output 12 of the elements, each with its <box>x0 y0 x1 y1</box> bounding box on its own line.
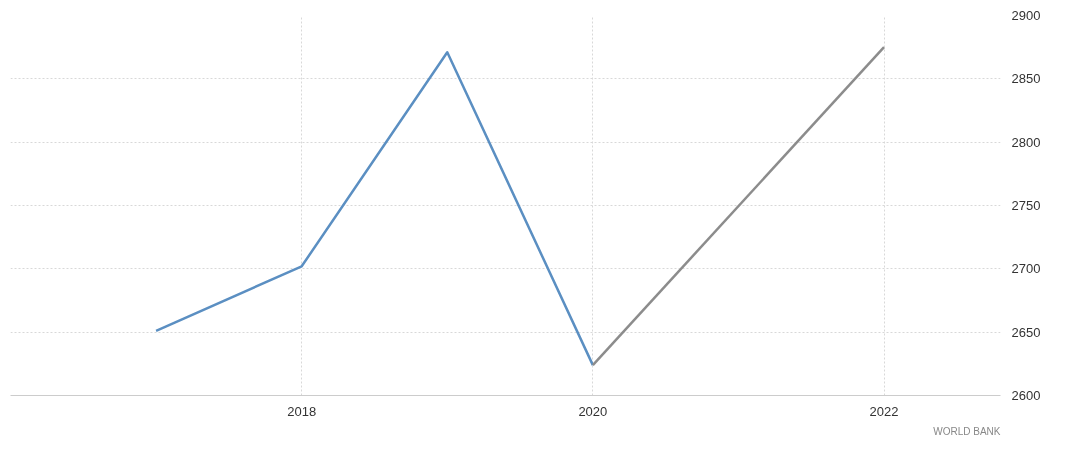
y-tick-label: 2650 <box>1011 324 1041 340</box>
x-tick-label: 2018 <box>287 403 317 419</box>
y-tick-label: 2900 <box>1011 8 1041 23</box>
y-tick-label: 2750 <box>1011 198 1041 213</box>
y-tick-label: 2700 <box>1011 261 1041 277</box>
y-tick-label: 2600 <box>1011 388 1041 403</box>
y-tick-label: 2800 <box>1011 134 1041 150</box>
text: WORLD BANK <box>933 425 1001 437</box>
x-tick-label: 2022 <box>869 403 899 419</box>
line-series <box>154 50 595 367</box>
y-tick-label: 2850 <box>1011 71 1041 87</box>
x-tick-label: 2020 <box>578 403 608 419</box>
